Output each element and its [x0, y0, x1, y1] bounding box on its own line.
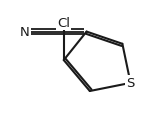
Text: N: N — [20, 26, 29, 39]
Text: S: S — [126, 77, 135, 90]
Text: Cl: Cl — [57, 17, 70, 30]
